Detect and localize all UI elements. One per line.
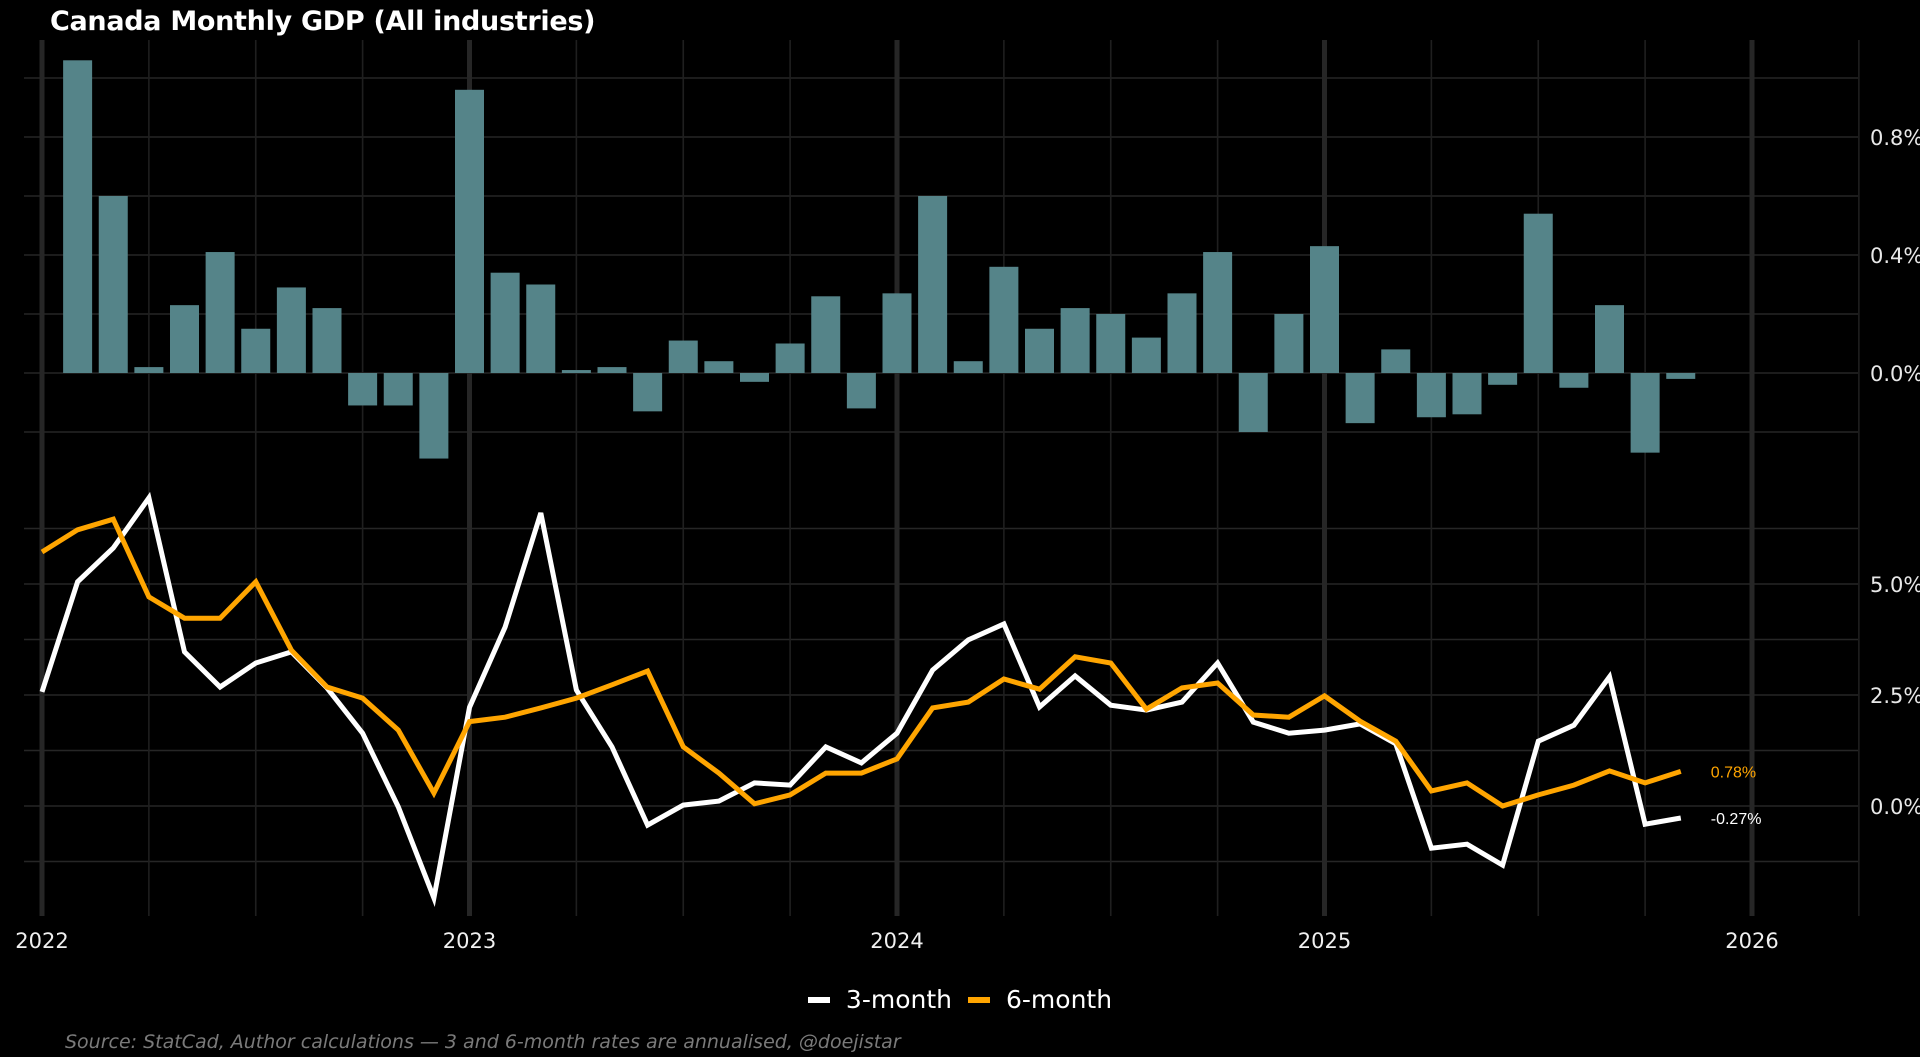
legend-item-3-month: 3-month xyxy=(807,985,952,1014)
bar xyxy=(1274,314,1304,373)
legend: 3-month 6-month xyxy=(0,985,1920,1014)
chart-title: Canada Monthly GDP (All industries) xyxy=(50,6,596,37)
x-tick-label: 2026 xyxy=(1725,929,1778,953)
bar xyxy=(276,287,306,373)
line-6-month xyxy=(40,516,1682,809)
bar xyxy=(383,373,413,406)
bar xyxy=(882,293,912,373)
bar xyxy=(348,373,378,406)
bar xyxy=(170,305,199,373)
bar xyxy=(597,367,627,373)
bar xyxy=(241,328,271,373)
y-tick-label: 0.8% xyxy=(1870,126,1920,150)
legend-label-6-month: 6-month xyxy=(1006,985,1113,1014)
bar xyxy=(134,367,164,373)
legend-item-6-month: 6-month xyxy=(968,985,1112,1014)
bar xyxy=(1238,373,1268,432)
x-axis: 2022 2023 2024 2025 2026 xyxy=(15,929,1778,953)
bar xyxy=(98,196,128,373)
bar xyxy=(1630,373,1660,453)
bar xyxy=(419,373,449,459)
bar xyxy=(1416,373,1446,418)
bar xyxy=(526,284,556,373)
bar xyxy=(455,89,484,374)
bar xyxy=(1310,246,1339,373)
bar-series xyxy=(63,60,1696,459)
bar xyxy=(1167,293,1197,373)
legend-key-6-month xyxy=(968,996,990,1003)
bar xyxy=(775,343,805,373)
bar xyxy=(1559,373,1589,388)
end-label-6-month: 0.78% xyxy=(1711,764,1756,781)
bar xyxy=(1452,373,1482,415)
bar xyxy=(1381,349,1411,373)
x-tick-label: 2022 xyxy=(15,929,68,953)
y-tick-label: 0.4% xyxy=(1870,244,1920,268)
bar xyxy=(1025,328,1054,373)
bar xyxy=(1488,373,1518,385)
bar xyxy=(846,373,876,409)
end-label-3-month: -0.27% xyxy=(1711,811,1762,828)
y-tick-label: 0.0% xyxy=(1870,795,1920,819)
x-tick-label: 2023 xyxy=(443,929,496,953)
bar xyxy=(668,340,698,373)
x-tick-label: 2024 xyxy=(870,929,923,953)
bar xyxy=(490,272,520,373)
bar xyxy=(63,60,93,374)
x-tick-label: 2025 xyxy=(1298,929,1351,953)
y-tick-label: 5.0% xyxy=(1870,573,1920,597)
bar xyxy=(633,373,663,412)
bar xyxy=(1060,308,1090,373)
bar xyxy=(1131,337,1161,373)
line-3-month xyxy=(39,491,1682,907)
bar xyxy=(953,361,983,373)
grid-lines xyxy=(24,40,1860,916)
y-tick-label: 2.5% xyxy=(1870,684,1920,708)
bar xyxy=(918,196,948,373)
bar xyxy=(1666,373,1696,379)
bar xyxy=(561,370,591,373)
y-axis: 0.0% 0.4% 0.8% 0.0% 2.5% 5.0% xyxy=(1870,126,1920,819)
bar xyxy=(811,296,841,373)
bar xyxy=(1203,252,1233,373)
bar xyxy=(1096,314,1126,373)
end-labels: -0.27% 0.78% xyxy=(1711,764,1762,828)
source-caption: Source: StatCad, Author calculations — 3… xyxy=(65,1031,901,1053)
line-series xyxy=(39,491,1682,907)
bar xyxy=(1345,373,1375,424)
bar xyxy=(989,266,1019,373)
legend-key-3-month xyxy=(807,996,830,1003)
bar xyxy=(1595,305,1624,373)
y-tick-label: 0.0% xyxy=(1870,362,1920,386)
bar xyxy=(704,361,734,373)
bar xyxy=(205,252,235,373)
bar xyxy=(312,308,342,373)
bar xyxy=(740,373,769,382)
legend-label-3-month: 3-month xyxy=(845,985,952,1014)
bar xyxy=(1523,213,1553,373)
